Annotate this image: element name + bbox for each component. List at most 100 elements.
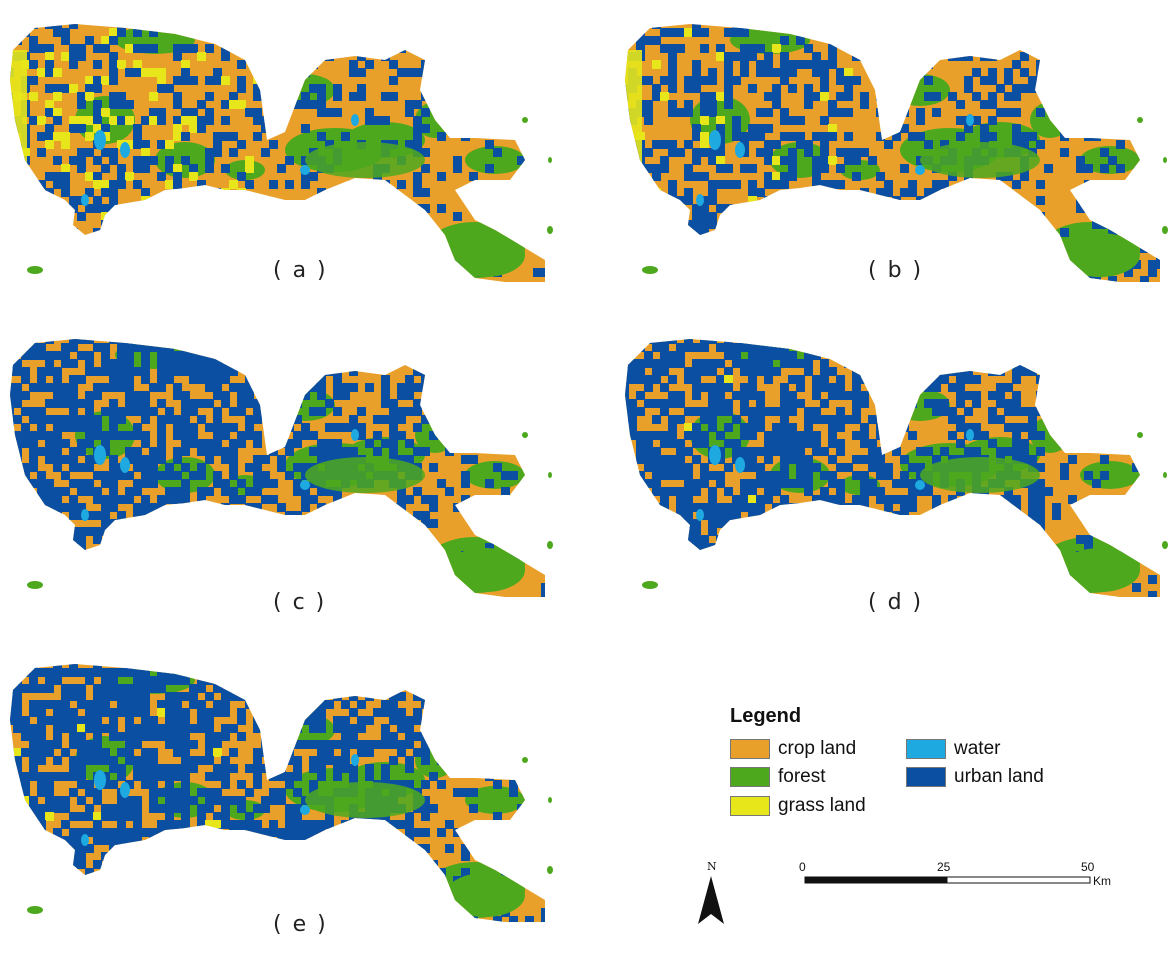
urban-cell (421, 24, 430, 29)
urban-cell (53, 535, 62, 544)
urban-cell (253, 551, 262, 560)
urban-cell (844, 204, 853, 213)
urban-cell (69, 844, 78, 853)
urban-cell (301, 28, 310, 37)
urban-cell (453, 359, 462, 368)
urban-cell (157, 820, 166, 829)
urban-cell (900, 24, 909, 29)
urban-cell (341, 868, 350, 877)
urban-cell (732, 447, 741, 456)
grass-cell (852, 268, 861, 277)
urban-cell (708, 268, 717, 277)
urban-cell (29, 204, 38, 213)
urban-cell (724, 487, 733, 496)
urban-cell (381, 772, 390, 781)
urban-cell (77, 339, 86, 344)
urban-cell (557, 591, 565, 600)
urban-cell (852, 391, 861, 400)
urban-cell (732, 495, 741, 504)
urban-cell (149, 780, 158, 789)
urban-cell (53, 740, 62, 749)
urban-cell (13, 772, 22, 781)
urban-cell (221, 559, 230, 568)
urban-cell (109, 583, 118, 592)
grass-cell (21, 796, 30, 805)
urban-cell (868, 220, 877, 229)
urban-cell (844, 76, 853, 85)
urban-cell (828, 52, 837, 61)
grass-cell (149, 68, 158, 77)
urban-cell (301, 423, 310, 432)
urban-cell (317, 100, 326, 109)
urban-cell (37, 503, 46, 512)
grass-cell (772, 172, 781, 181)
urban-cell (405, 583, 414, 592)
urban-cell (253, 780, 262, 789)
urban-cell (668, 463, 677, 472)
urban-cell (852, 511, 861, 520)
urban-cell (45, 455, 54, 464)
urban-cell (253, 399, 262, 408)
urban-cell (676, 463, 685, 472)
grass-cell (85, 132, 94, 141)
urban-cell (421, 375, 430, 384)
map-panel-d: ( d ) (620, 335, 1171, 615)
urban-cell (109, 503, 118, 512)
urban-cell (900, 339, 909, 344)
forest-patch (920, 142, 1040, 178)
grass-cell (77, 116, 86, 125)
urban-cell (85, 716, 94, 725)
urban-cell (1036, 260, 1045, 269)
urban-cell (413, 511, 422, 520)
urban-cell (269, 116, 278, 125)
urban-cell (373, 740, 382, 749)
urban-cell (780, 180, 789, 189)
urban-cell (141, 511, 150, 520)
urban-cell (868, 228, 877, 237)
urban-cell (69, 684, 78, 693)
urban-cell (692, 68, 701, 77)
urban-cell (45, 196, 54, 205)
land-use-map-d (625, 339, 1168, 605)
urban-cell (181, 732, 190, 741)
urban-cell (916, 132, 925, 141)
urban-cell (844, 84, 853, 93)
urban-cell (644, 463, 653, 472)
urban-cell (836, 423, 845, 432)
grass-cell (245, 196, 254, 205)
grass-cell (69, 260, 78, 269)
urban-cell (740, 52, 749, 61)
urban-cell (53, 756, 62, 765)
urban-cell (636, 276, 645, 282)
urban-cell (261, 383, 270, 392)
urban-cell (253, 108, 262, 117)
urban-cell (692, 487, 701, 496)
urban-cell (1116, 84, 1125, 93)
urban-cell (141, 431, 150, 440)
urban-cell (437, 575, 446, 584)
urban-cell (349, 180, 358, 189)
urban-cell (213, 375, 222, 384)
urban-cell (780, 212, 789, 221)
urban-cell (1108, 343, 1117, 352)
urban-cell (772, 487, 781, 496)
urban-cell (948, 543, 957, 552)
urban-cell (804, 276, 813, 282)
urban-cell (325, 359, 334, 368)
urban-cell (213, 740, 222, 749)
urban-cell (876, 431, 885, 440)
urban-cell (740, 447, 749, 456)
urban-cell (141, 716, 150, 725)
urban-cell (636, 551, 645, 560)
urban-cell (852, 599, 861, 605)
urban-cell (237, 431, 246, 440)
island (548, 472, 552, 478)
urban-cell (1012, 527, 1021, 536)
urban-cell (724, 399, 733, 408)
urban-cell (900, 359, 909, 368)
urban-cell (557, 852, 565, 861)
urban-cell (53, 495, 62, 504)
urban-cell (676, 276, 685, 282)
urban-cell (245, 108, 254, 117)
urban-cell (349, 664, 358, 669)
